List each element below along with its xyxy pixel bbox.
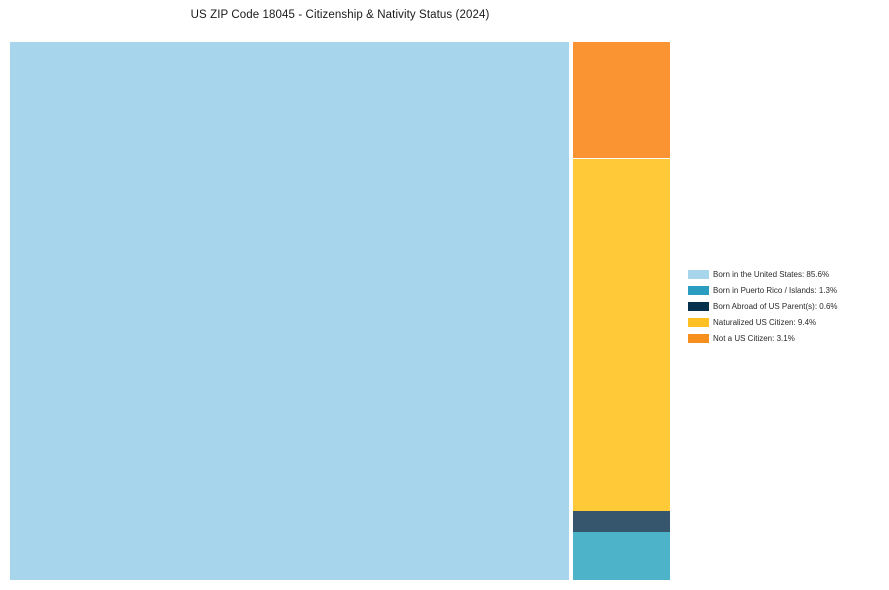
treemap-tile-not-a-us-citizen[interactable] — [573, 42, 670, 158]
treemap-tile-naturalized-us-citizen[interactable] — [573, 159, 670, 511]
treemap-tile-born-in-the-united-states[interactable] — [10, 42, 569, 580]
legend-item[interactable]: Naturalized US Citizen: 9.4% — [688, 314, 883, 330]
legend-swatch-icon — [688, 317, 709, 327]
treemap-tile-born-in-puerto-rico-islands[interactable] — [573, 532, 670, 580]
legend-swatch-icon — [688, 301, 709, 311]
legend-swatch-icon — [688, 333, 709, 343]
treemap-plot-area — [10, 42, 670, 580]
legend-item-label: Naturalized US Citizen: 9.4% — [713, 317, 817, 327]
legend-item[interactable]: Born Abroad of US Parent(s): 0.6% — [688, 298, 883, 314]
treemap-tile-born-abroad-of-us-parents[interactable] — [573, 511, 670, 532]
chart-legend: Born in the United States: 85.6% Born in… — [688, 266, 883, 346]
legend-item[interactable]: Born in Puerto Rico / Islands: 1.3% — [688, 282, 883, 298]
legend-swatch-icon — [688, 269, 709, 279]
legend-item[interactable]: Not a US Citizen: 3.1% — [688, 330, 883, 346]
legend-swatch-icon — [688, 285, 709, 295]
legend-item-label: Born in Puerto Rico / Islands: 1.3% — [713, 285, 838, 295]
legend-item[interactable]: Born in the United States: 85.6% — [688, 266, 883, 282]
chart-title: US ZIP Code 18045 - Citizenship & Nativi… — [190, 9, 490, 21]
legend-item-label: Born Abroad of US Parent(s): 0.6% — [713, 301, 838, 311]
legend-item-label: Born in the United States: 85.6% — [713, 269, 830, 279]
legend-item-label: Not a US Citizen: 3.1% — [713, 333, 795, 343]
